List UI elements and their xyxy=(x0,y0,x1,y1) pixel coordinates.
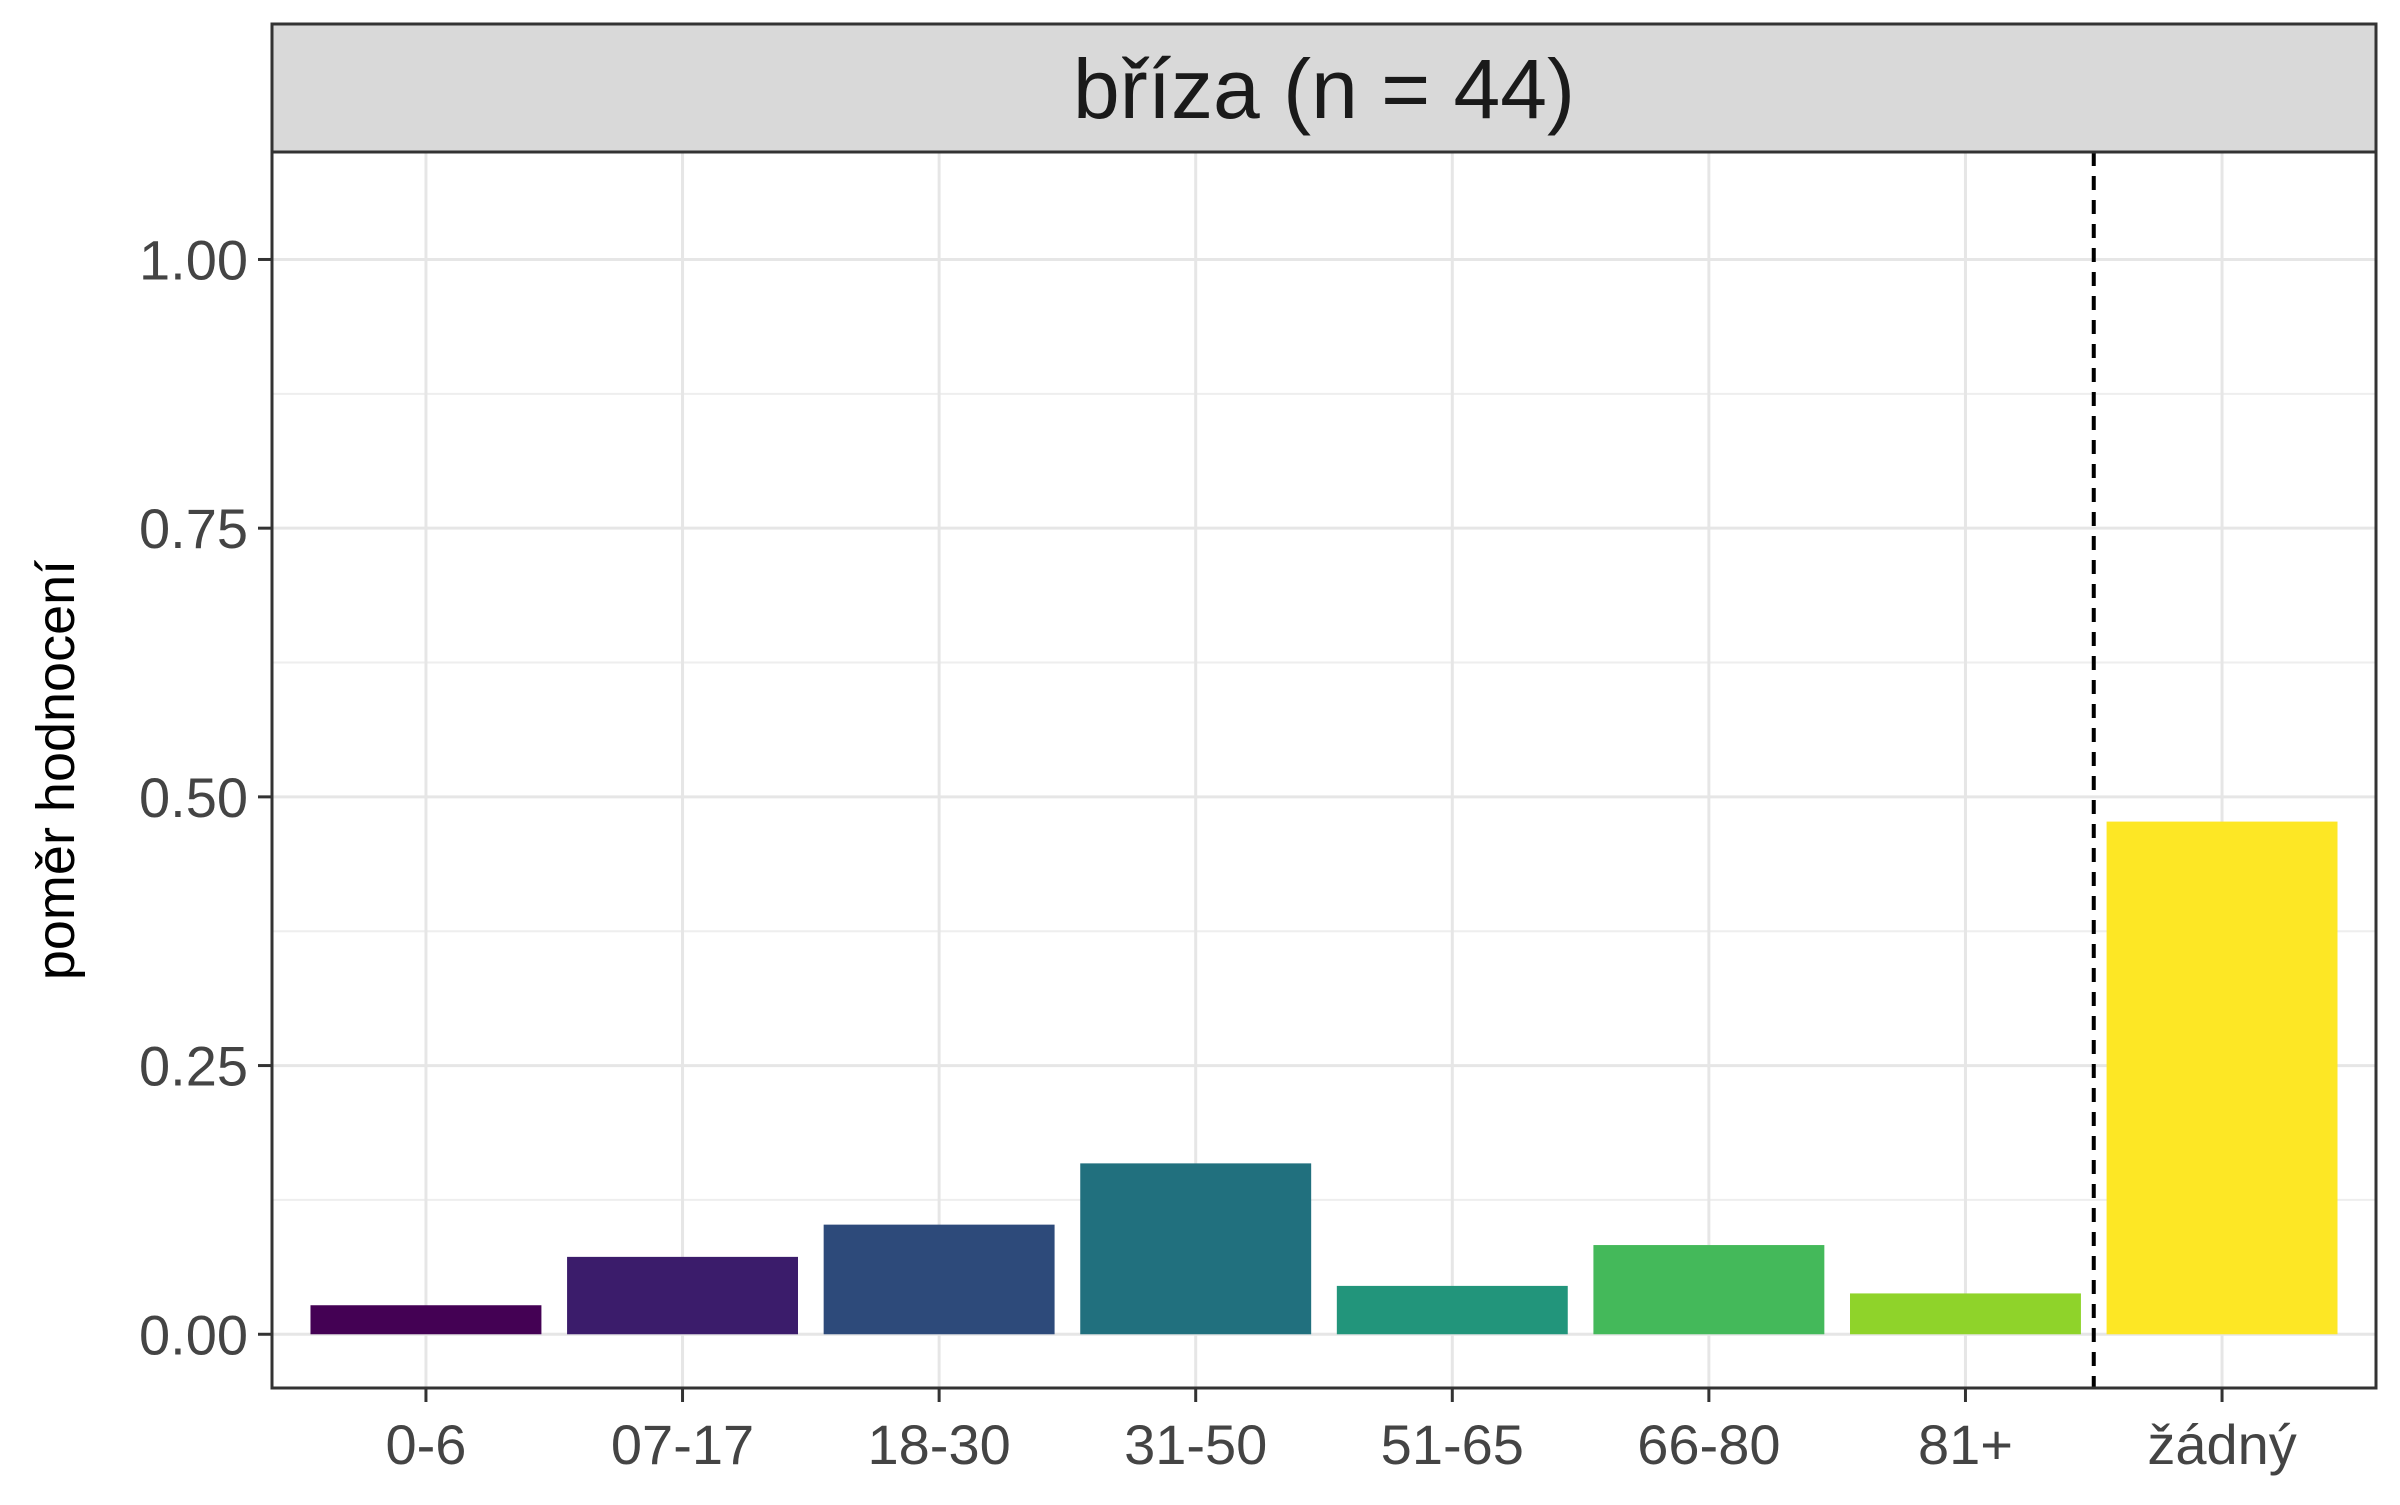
y-tick-label: 0.25 xyxy=(139,1035,248,1098)
bar-07-17 xyxy=(567,1256,798,1335)
x-tick-label: 07-17 xyxy=(611,1413,754,1476)
y-tick-label: 0.50 xyxy=(139,766,248,829)
y-tick-label: 1.00 xyxy=(139,228,248,291)
x-tick-label: 18-30 xyxy=(868,1413,1011,1476)
bar-žádný xyxy=(2106,821,2338,1335)
facet-strip xyxy=(270,22,2378,154)
bar-81+ xyxy=(1850,1293,2081,1335)
x-tick-label: žádný xyxy=(2147,1413,2296,1476)
x-tick-label: 66-80 xyxy=(1637,1413,1780,1476)
x-tick-label: 31-50 xyxy=(1124,1413,1267,1476)
x-axis-ticks: 0-6 07-17 18-30 31-50 51-65 66-80 81+ žádný xyxy=(385,1388,2297,1476)
x-tick-label: 51-65 xyxy=(1381,1413,1524,1476)
y-axis-ticks: 0.00 0.25 0.50 0.75 1.00 xyxy=(139,228,272,1366)
x-tick-label: 0-6 xyxy=(385,1413,466,1476)
bar-51-65 xyxy=(1336,1285,1568,1335)
facet-title: bříza (n = 44) xyxy=(1073,42,1575,136)
bars xyxy=(310,821,2338,1335)
bar-31-50 xyxy=(1080,1163,1312,1335)
y-tick-label: 0.00 xyxy=(139,1303,248,1366)
y-tick-label: 0.75 xyxy=(139,497,248,560)
bar-66-80 xyxy=(1593,1245,1825,1335)
bar-0-6 xyxy=(310,1305,542,1335)
x-tick-label: 81+ xyxy=(1918,1413,2013,1476)
bar-18-30 xyxy=(823,1224,1055,1335)
y-axis-title: poměr hodnocení xyxy=(26,560,86,980)
plot-panel xyxy=(272,152,2376,1388)
